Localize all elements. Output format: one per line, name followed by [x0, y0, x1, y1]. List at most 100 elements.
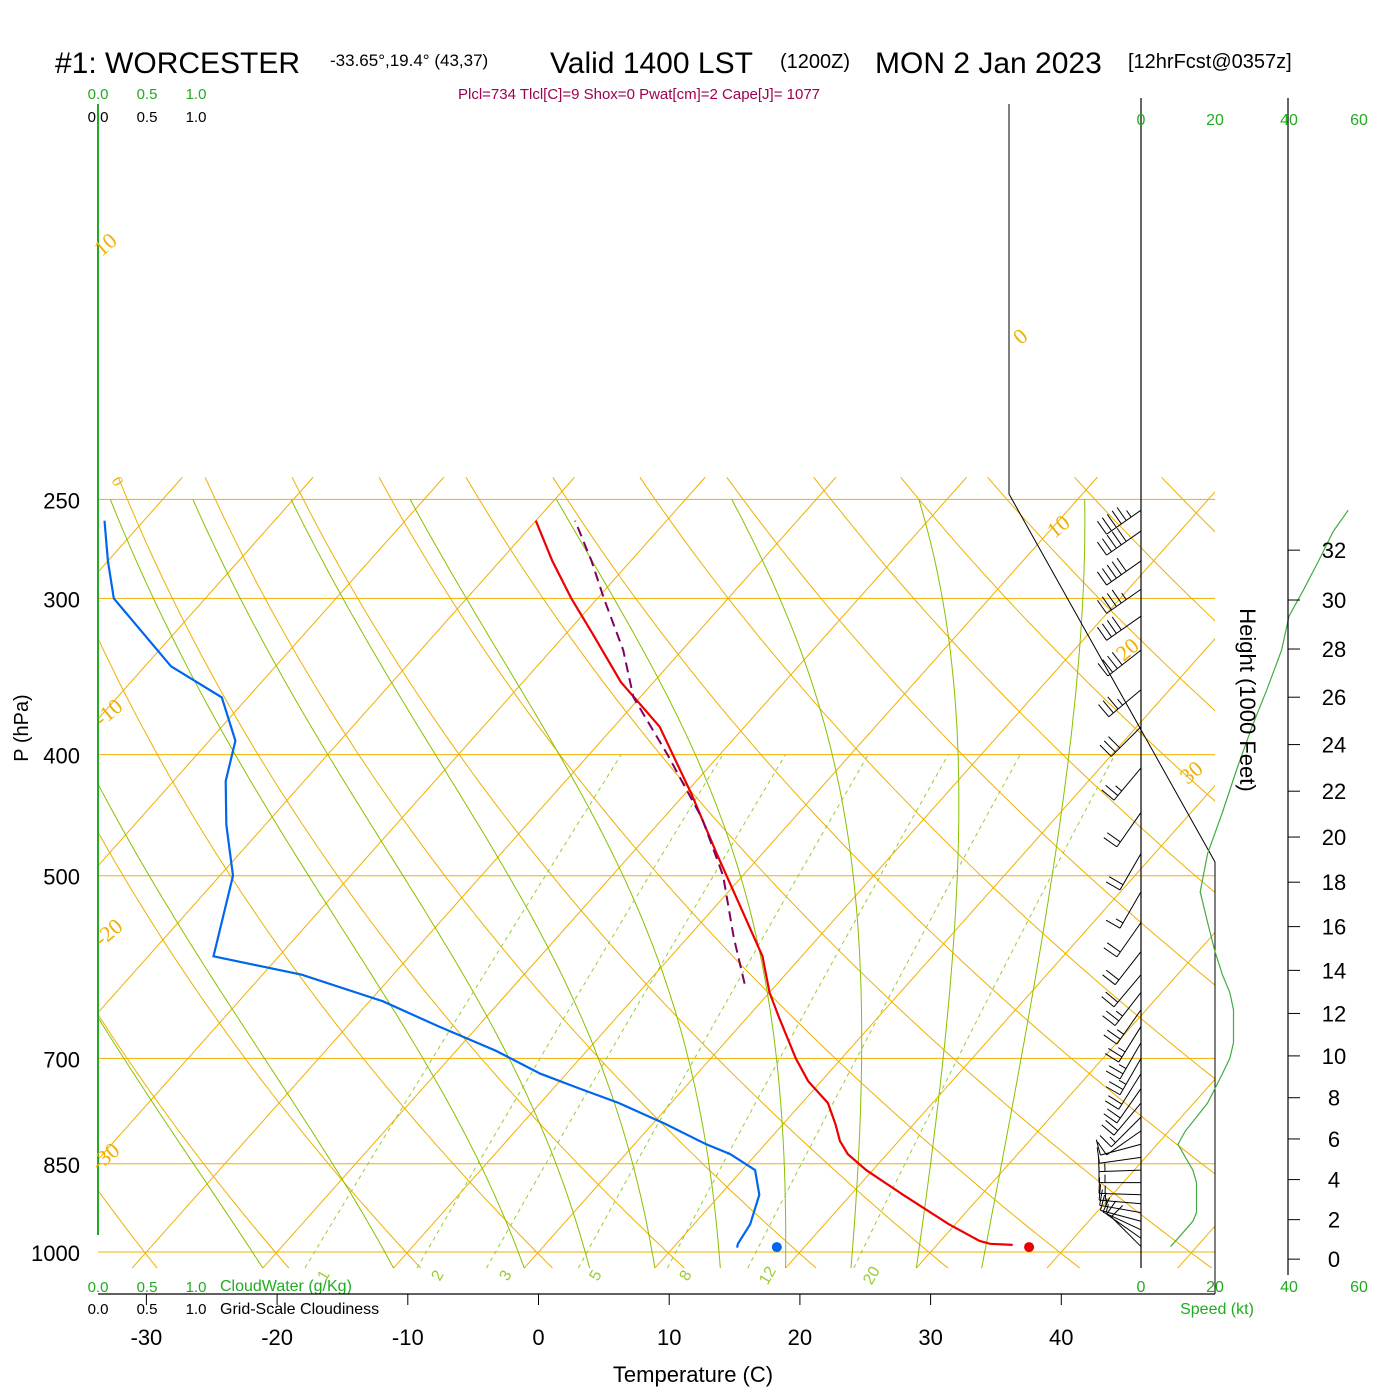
wind-barb-feather: [1105, 881, 1121, 891]
wind-barb-staff: [1119, 853, 1142, 891]
wind-barb: [1110, 1205, 1142, 1247]
wind-barb-feather: [1099, 1135, 1112, 1148]
wind-barb-feather: [1117, 698, 1123, 706]
mixing-ratio-label: 3: [497, 1268, 516, 1284]
wind-barb-feather: [1108, 876, 1124, 886]
temperature-profile: [534, 520, 1013, 1246]
wind-barb-feather: [1102, 700, 1114, 714]
wind-barb: [1104, 1073, 1142, 1110]
wind-barb-feather: [1107, 655, 1118, 669]
mixing-ratio-label: 8: [677, 1268, 696, 1284]
height-tick-label: 18: [1322, 870, 1346, 895]
dry-adiabat: [465, 477, 1212, 1269]
y-axis-label: P (hPa): [11, 694, 33, 761]
pressure-tick-label: 250: [43, 488, 80, 513]
speed-tick-top: 40: [1280, 112, 1298, 129]
x-tick-label: 0: [532, 1325, 544, 1350]
isotherm-line: [915, 931, 1215, 1269]
isotherm-label: -10: [89, 693, 128, 731]
speed-tick-top: 0: [1137, 112, 1146, 129]
station-title: #1: WORCESTER: [55, 47, 300, 80]
wind-barb-staff: [1108, 689, 1142, 718]
mixing-ratio-line: [747, 754, 1021, 1269]
isotherm-label: -30: [86, 1137, 125, 1175]
wind-barb-feather: [1105, 1010, 1120, 1022]
wind-barb-feather: [1108, 1048, 1123, 1058]
wind-barb-feather: [1116, 527, 1127, 542]
height-tick-label: 28: [1322, 637, 1346, 662]
wind-barb-staff: [1099, 1156, 1142, 1164]
cloud-scale-top-label: 0.0: [88, 86, 109, 103]
wind-barb-feather: [1106, 513, 1117, 528]
wind-barb: [1102, 992, 1142, 1026]
wind-barb-feather: [1108, 1095, 1123, 1105]
dry-adiabat: [1161, 476, 1215, 533]
moist-adiabat: [98, 782, 394, 1269]
wind-barb: [1097, 1130, 1142, 1156]
wind-barb-feather: [1107, 696, 1119, 710]
wind-barb-staff: [1106, 560, 1142, 586]
dry-adiabat: [98, 830, 422, 1269]
speed-tick-top: 20: [1206, 112, 1224, 129]
wind-barb-feather: [1108, 1065, 1124, 1075]
height-tick-label: 14: [1322, 958, 1346, 983]
wind-barb-feather: [1103, 1034, 1118, 1045]
height-tick-label: 24: [1322, 733, 1346, 758]
wind-barb: [1099, 1194, 1142, 1222]
valid-time: Valid 1400 LST: [550, 47, 753, 80]
wind-barb-feather: [1102, 974, 1116, 986]
height-tick-label: 26: [1322, 685, 1346, 710]
wind-barb-feather: [1102, 659, 1114, 673]
wind-barb-staff: [1119, 1058, 1142, 1095]
cloud-scale-top-black-label: 0.5: [137, 109, 158, 126]
wind-barb: [1097, 649, 1142, 677]
x-tick-label: -20: [261, 1325, 293, 1350]
isotherm-line: [1177, 1225, 1215, 1269]
wind-barb-feather: [1105, 1198, 1108, 1207]
wind-barb-feather: [1106, 942, 1121, 953]
wind-barb-feather: [1111, 531, 1122, 546]
moist-adiabat: [731, 499, 863, 1269]
parcel-trace: [574, 520, 746, 984]
wind-barb: [1103, 922, 1142, 958]
cloudwater-label: CloudWater (g/Kg): [220, 1278, 352, 1295]
wind-barb-staff: [1119, 1042, 1142, 1080]
moist-adiabat: [981, 499, 1086, 1269]
wind-barb-feather: [1097, 541, 1108, 556]
wind-barb-feather: [1116, 1029, 1125, 1035]
wind-barb: [1099, 726, 1142, 757]
isotherm-label: 10: [1042, 510, 1075, 543]
isotherm-line: [393, 476, 1098, 1269]
wind-barb: [1095, 1139, 1142, 1156]
wind-barb: [1097, 507, 1142, 535]
wind-barb-feather: [1106, 1029, 1121, 1040]
wind-barb-feather: [1101, 517, 1112, 532]
background-lines: [98, 476, 1215, 1269]
isotherm-line: [654, 637, 1215, 1269]
wind-barb-staff: [1106, 588, 1142, 614]
isotherm-label: 30: [1175, 756, 1208, 789]
wind-barb-feather: [1126, 510, 1132, 518]
wind-barb-feather: [1111, 510, 1122, 525]
isotherm-line: [98, 476, 445, 867]
wind-barb: [1097, 615, 1142, 641]
wind-barb-feather: [1115, 785, 1123, 792]
height-tick-label: 0: [1328, 1247, 1340, 1272]
wind-barb-staff: [1116, 1088, 1142, 1124]
mixing-ratio-line: [416, 754, 724, 1269]
mixing-ratio-label: 12: [756, 1264, 780, 1288]
moist-adiabat: [192, 499, 591, 1269]
wind-barb-staff: [1114, 951, 1142, 985]
wind-barb-feather: [1118, 1047, 1126, 1053]
cloud-scale-top-label: 0.5: [137, 86, 158, 103]
wind-barb-feather: [1104, 1100, 1120, 1110]
wind-barb-feather: [1103, 947, 1118, 958]
wind-barb-staff: [1106, 530, 1142, 556]
station-coords: -33.65°,19.4° (43,37): [330, 51, 488, 70]
wind-barb-feather: [1101, 1124, 1115, 1136]
isotherm-label: 10: [89, 228, 122, 261]
